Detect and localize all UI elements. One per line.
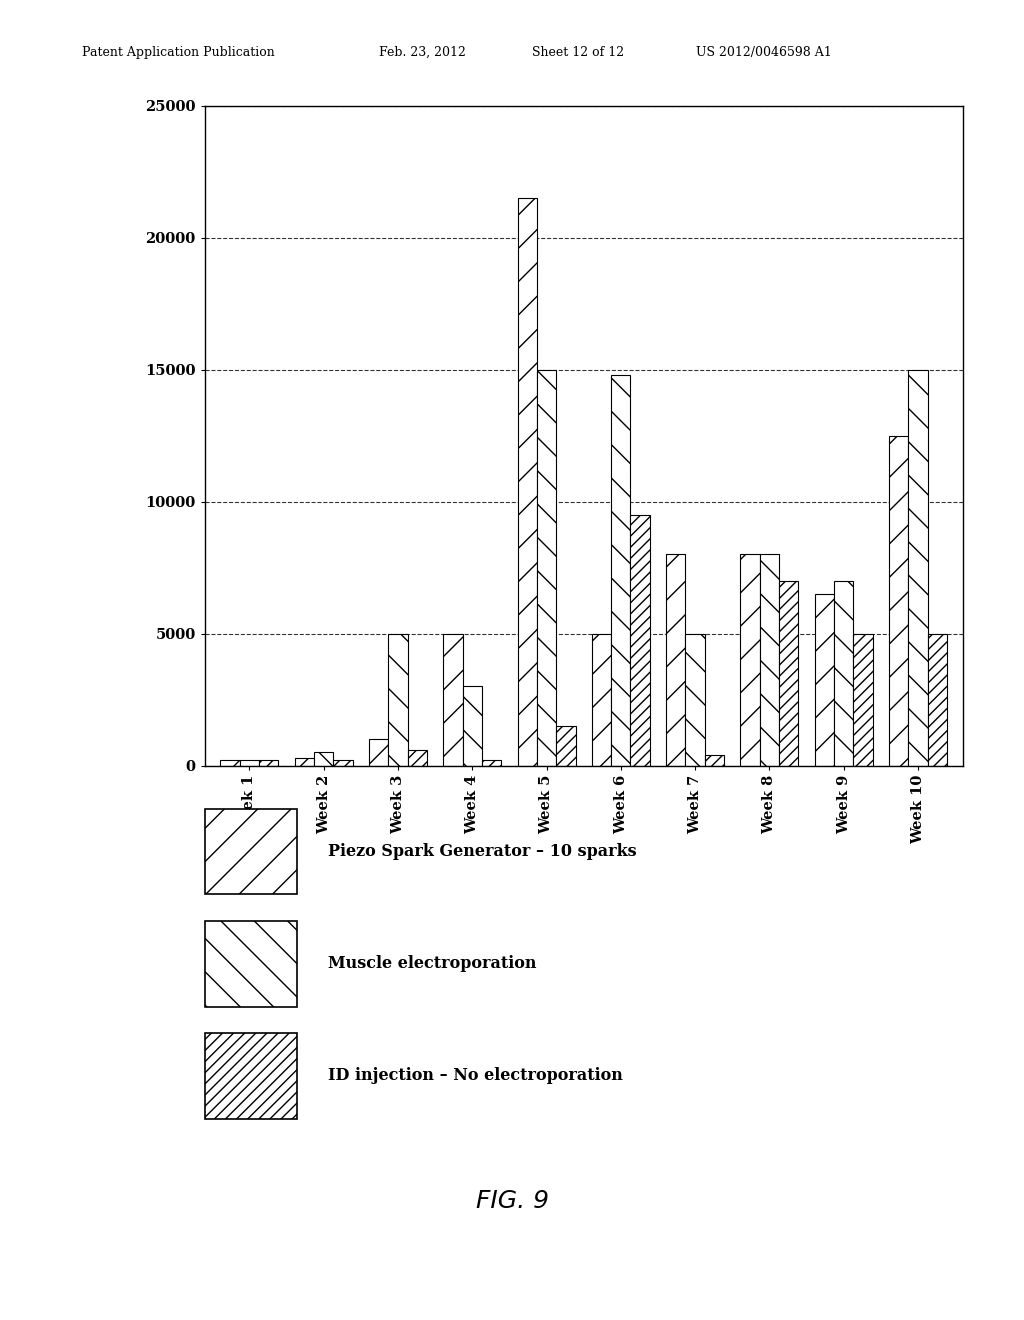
Bar <box>834 581 853 766</box>
Bar <box>537 370 556 766</box>
Text: Patent Application Publication: Patent Application Publication <box>82 46 274 59</box>
Bar <box>705 755 724 766</box>
Text: Piezo Spark Generator – 10 sparks: Piezo Spark Generator – 10 sparks <box>328 843 636 859</box>
Bar <box>815 594 834 766</box>
Bar <box>556 726 575 766</box>
Bar <box>220 760 240 766</box>
Bar <box>908 370 928 766</box>
Text: Feb. 23, 2012: Feb. 23, 2012 <box>379 46 466 59</box>
Bar <box>295 758 314 766</box>
Bar <box>517 198 537 766</box>
Bar <box>740 554 760 766</box>
Text: ID injection – No electroporation: ID injection – No electroporation <box>328 1068 623 1084</box>
Bar <box>667 554 685 766</box>
Bar <box>631 515 650 766</box>
Bar <box>388 634 408 766</box>
Bar <box>334 760 352 766</box>
Bar <box>685 634 705 766</box>
Bar <box>611 375 631 766</box>
Bar <box>443 634 463 766</box>
Bar <box>889 436 908 766</box>
Bar <box>482 760 501 766</box>
Text: Muscle electroporation: Muscle electroporation <box>328 956 537 972</box>
Text: FIG. 9: FIG. 9 <box>475 1189 549 1213</box>
Bar <box>408 750 427 766</box>
Bar <box>463 686 482 766</box>
Bar <box>314 752 334 766</box>
Bar <box>369 739 388 766</box>
Bar <box>779 581 799 766</box>
Bar <box>760 554 779 766</box>
Bar <box>853 634 872 766</box>
Bar <box>259 760 279 766</box>
Text: Sheet 12 of 12: Sheet 12 of 12 <box>532 46 625 59</box>
Bar <box>592 634 611 766</box>
Bar <box>240 760 259 766</box>
Text: US 2012/0046598 A1: US 2012/0046598 A1 <box>696 46 833 59</box>
Bar <box>928 634 947 766</box>
